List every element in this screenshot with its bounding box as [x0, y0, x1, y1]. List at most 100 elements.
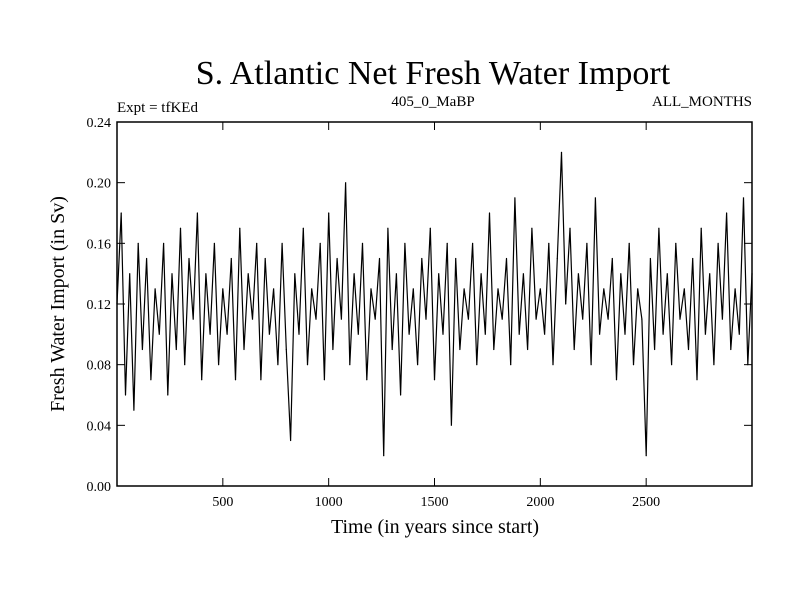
data-point [137, 242, 139, 244]
y-tick-label: 0.16 [87, 237, 112, 252]
data-point [747, 364, 749, 366]
data-point [654, 348, 656, 351]
data-point [366, 379, 368, 381]
series-group [116, 151, 753, 457]
data-point [510, 364, 512, 366]
data-point [742, 197, 745, 199]
x-tick-label: 500 [212, 495, 233, 510]
data-point [679, 318, 681, 320]
data-point [196, 212, 198, 214]
data-point [383, 455, 385, 457]
data-point [294, 273, 296, 275]
y-tick-label: 0.24 [87, 116, 112, 131]
data-point [395, 273, 397, 275]
x-axis-label: Time (in years since start) [331, 516, 539, 538]
data-point [268, 333, 270, 335]
data-point [205, 273, 207, 275]
data-point [332, 348, 334, 351]
data-point [611, 257, 613, 260]
data-point [539, 288, 541, 290]
data-point [417, 364, 419, 366]
y-axis-label: Fresh Water Import (in Sv) [47, 196, 69, 412]
data-point [433, 379, 436, 381]
data-point [323, 379, 325, 381]
experiment-label: Expt = tfKEd [117, 100, 198, 116]
data-point [709, 273, 711, 275]
data-point [599, 333, 601, 335]
data-point [404, 242, 406, 244]
data-point [400, 394, 402, 396]
data-point [535, 318, 537, 320]
data-point [641, 318, 643, 320]
data-point [345, 182, 347, 184]
data-point [425, 318, 427, 320]
data-point [713, 364, 715, 366]
data-point [273, 288, 275, 290]
data-point [120, 212, 122, 214]
data-point [692, 257, 694, 260]
x-tick-label: 1000 [315, 495, 343, 510]
data-point [569, 227, 571, 229]
data-point [522, 273, 525, 275]
x-tick-label: 2000 [526, 495, 554, 510]
data-point [645, 455, 647, 457]
data-point [353, 273, 355, 275]
data-point [361, 242, 364, 244]
data-point [730, 348, 732, 351]
data-point [662, 333, 664, 335]
data-point [290, 439, 292, 442]
data-point [472, 242, 474, 244]
data-point [150, 379, 152, 381]
data-point [184, 364, 186, 366]
data-point [218, 364, 220, 366]
data-point [315, 318, 317, 320]
data-point [256, 242, 258, 244]
y-tick-label: 0.20 [87, 177, 112, 192]
y-tick-label: 0.08 [87, 359, 112, 374]
data-point [243, 348, 245, 351]
data-point [391, 348, 393, 351]
data-point [285, 348, 287, 351]
data-point [577, 273, 580, 275]
data-point [387, 227, 389, 229]
data-point [700, 227, 702, 229]
data-point [696, 379, 698, 381]
data-point [357, 333, 359, 335]
data-point [319, 242, 321, 244]
data-point [649, 257, 652, 260]
data-point [146, 257, 148, 260]
data-point [573, 348, 575, 351]
data-point [721, 318, 724, 320]
period-label: 405_0_MaBP [391, 94, 474, 110]
data-point [603, 288, 605, 290]
data-point [476, 364, 478, 366]
data-point [408, 333, 410, 335]
data-point [594, 197, 597, 199]
data-point [480, 273, 482, 275]
data-point [340, 318, 342, 320]
data-point [446, 242, 448, 244]
data-point [175, 348, 177, 351]
data-point [129, 273, 131, 275]
data-point [455, 257, 457, 260]
data-point [560, 151, 563, 153]
x-axis: 500 1000 1500 2000 2500 [212, 122, 660, 510]
y-axis: 0.00 0.04 0.08 0.12 0.16 0.20 0.24 [87, 116, 752, 495]
data-point [277, 364, 279, 366]
data-point [370, 288, 372, 290]
data-point [717, 242, 719, 244]
y-tick-label: 0.04 [87, 419, 112, 434]
data-point [421, 257, 423, 260]
data-point [552, 364, 554, 366]
data-point [675, 242, 677, 244]
data-point [171, 273, 173, 275]
data-point [505, 257, 508, 260]
data-point [738, 333, 740, 335]
data-point [222, 288, 224, 290]
chart-title: S. Atlantic Net Fresh Water Import [196, 55, 671, 92]
data-point [544, 333, 546, 335]
data-point [467, 318, 469, 320]
data-point [565, 303, 567, 305]
months-label: ALL_MONTHS [652, 94, 752, 110]
data-point [607, 318, 609, 320]
